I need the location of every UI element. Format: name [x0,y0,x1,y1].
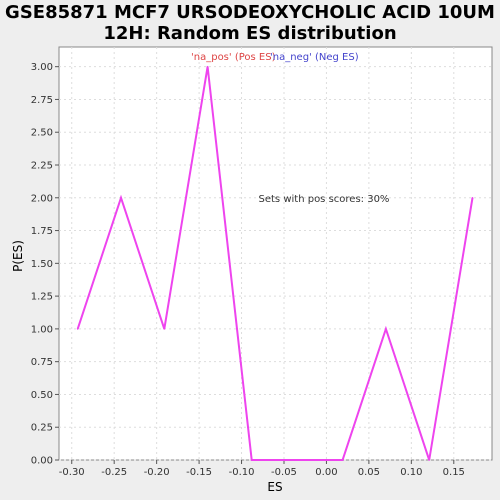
y-tick-label: 2.00 [31,193,53,204]
series-layer [76,65,474,461]
legend-entry-pos: 'na_pos' (Pos ES) [191,52,276,63]
chart-title-line-2: 12H: Random ES distribution [103,23,396,44]
y-tick-label: 2.75 [31,95,53,106]
x-tick-label: -0.15 [186,467,212,478]
data-point [250,459,253,461]
grid-lines [59,47,492,461]
x-tick-label: 0.05 [358,467,380,478]
annotations: Sets with pos scores: 30% [259,194,390,205]
pos-scores-annotation: Sets with pos scores: 30% [259,194,390,205]
y-tick-label: 0.75 [31,357,53,368]
legend-entry-neg: 'na_neg' (Neg ES) [270,52,359,63]
y-tick-label: 2.50 [31,128,53,139]
es-distribution-line [76,66,474,461]
y-tick-label: 1.75 [31,226,53,237]
data-point [120,196,122,199]
data-point [385,328,387,330]
x-tick-label: -0.25 [101,467,127,478]
x-tick-label: 0.15 [443,467,465,478]
y-tick-label: 2.25 [31,161,53,172]
data-point [163,328,166,330]
x-tick-label: -0.20 [144,467,170,478]
data-point [428,459,430,461]
x-axis-label: ES [267,480,282,494]
chart-title-line-1: GSE85871 MCF7 URSODEOXYCHOLIC ACID 10UM [5,2,495,23]
data-point [471,196,474,199]
x-tick-label: -0.30 [59,467,85,478]
y-tick-label: 1.00 [31,324,53,335]
x-axis-ticks: -0.30 -0.25 -0.20 -0.15 -0.10 -0.05 0.00 0.05 0.… [59,460,465,478]
y-tick-label: 1.50 [31,259,53,270]
x-tick-label: 0.10 [400,467,422,478]
y-axis-ticks: 0.00 0.25 0.50 0.75 1.00 1.25 1.50 1.75 2.00 2.25… [31,62,59,467]
data-point [76,328,79,330]
data-point [206,65,209,68]
x-tick-label: -0.05 [271,467,297,478]
plot-area [58,46,493,461]
y-axis-label: P(ES) [11,240,25,272]
data-point [294,459,296,461]
y-tick-label: 3.00 [31,62,53,73]
x-tick-label: -0.10 [229,467,255,478]
y-tick-label: 1.25 [31,292,53,303]
y-tick-label: 0.25 [31,423,53,434]
legend: 'na_pos' (Pos ES)'na_neg' (Neg ES) [191,52,359,63]
y-tick-label: 0.50 [31,390,53,401]
y-tick-label: 0.00 [31,456,53,467]
data-point [341,459,344,461]
x-tick-label: 0.00 [315,467,337,478]
